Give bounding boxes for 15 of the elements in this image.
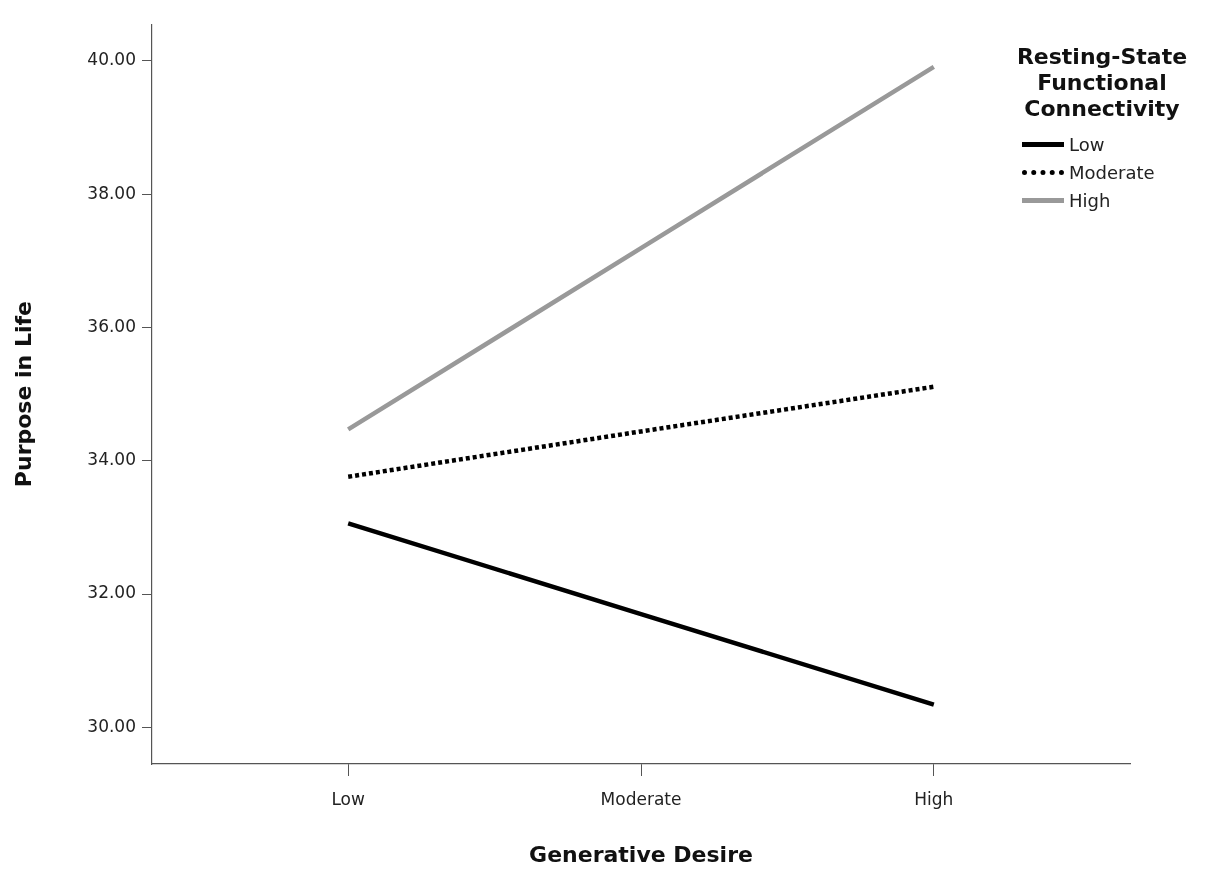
y-tick-label: 38.00 xyxy=(87,182,136,203)
y-tick-label: 34.00 xyxy=(87,449,136,470)
y-tick-label: 36.00 xyxy=(87,315,136,336)
y-axis-title: Purpose in Life xyxy=(10,301,36,488)
y-tick-label: 30.00 xyxy=(87,715,136,736)
y-tick-label: 32.00 xyxy=(87,582,136,603)
legend-label: Low xyxy=(1069,133,1105,155)
legend-label: High xyxy=(1069,189,1111,211)
legend-title: Resting-State Functional Connectivity xyxy=(1015,44,1189,122)
legend-label: Moderate xyxy=(1069,161,1155,183)
x-tick-label: Low xyxy=(331,788,366,809)
x-axis-title: Generative Desire xyxy=(529,841,753,867)
y-tick-label: 40.00 xyxy=(87,49,136,70)
x-tick-label: High xyxy=(914,788,954,809)
x-tick-label: Moderate xyxy=(600,788,682,809)
